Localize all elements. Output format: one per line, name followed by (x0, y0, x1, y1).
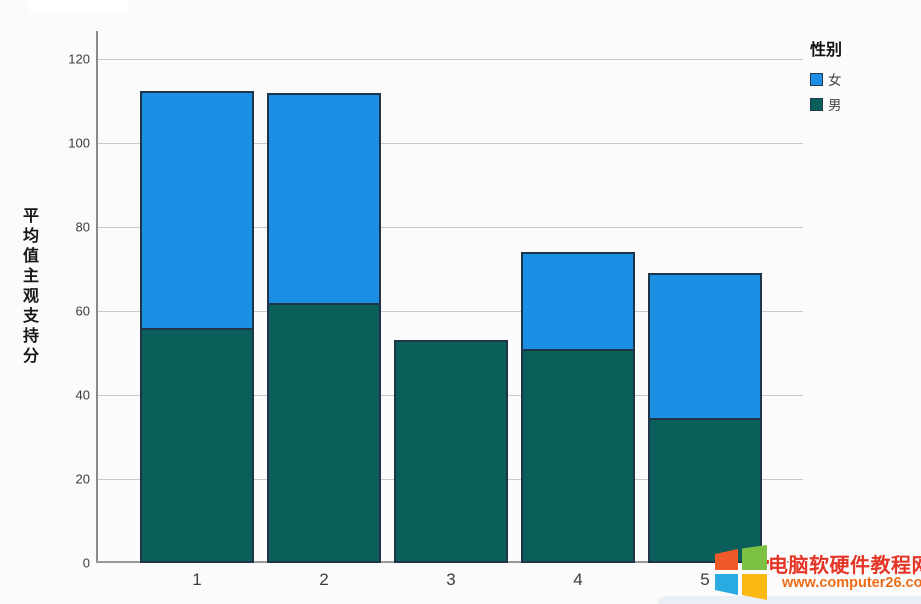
bar-segment-female (140, 90, 254, 328)
y-tick-label: 0 (82, 555, 90, 571)
legend-label-female: 女 (828, 73, 842, 88)
bar-segment-female (267, 92, 381, 303)
legend-title: 性别 (810, 42, 843, 59)
bar-segment-male (521, 348, 635, 563)
watermark-cover-patch (28, 0, 130, 14)
legend-swatch-female-icon (810, 72, 823, 86)
y-tick-label: 120 (68, 51, 90, 67)
bar-segment-female (521, 252, 635, 349)
bar-segment-male (648, 418, 762, 563)
y-tick-label: 20 (75, 471, 90, 487)
x-tick-label: 2 (319, 570, 329, 589)
watermark-background-strip (658, 596, 921, 604)
gridline (97, 227, 803, 228)
watermark-site-name: 电脑软硬件教程网 (768, 555, 921, 577)
x-tick-label: 5 (700, 570, 710, 589)
gridline (97, 143, 803, 144)
bar-segment-female (648, 273, 762, 419)
gridline (97, 59, 803, 60)
bar-segment-male (394, 340, 508, 563)
y-tick-label: 100 (68, 135, 90, 151)
y-axis-title: 平均值主观支持分 (20, 207, 37, 367)
legend-items: 女 男 (810, 69, 842, 114)
x-tick-label: 3 (446, 570, 456, 589)
y-tick-label: 40 (75, 387, 90, 403)
gridline (97, 311, 803, 312)
y-axis-line (96, 31, 98, 562)
x-tick-label: 4 (573, 570, 583, 589)
legend-swatch-male-icon (810, 97, 823, 111)
bar-segment-male (140, 327, 254, 563)
y-tick-label: 80 (75, 219, 90, 235)
watermark-site-url[interactable]: www.computer26.com (782, 575, 921, 591)
bar-segment-male (267, 302, 381, 563)
legend-item-female: 女 (810, 69, 842, 89)
windows-logo-icon (715, 545, 767, 600)
legend-label-male: 男 (828, 98, 842, 113)
x-tick-label: 1 (192, 570, 202, 589)
legend: 性别 女 男 (810, 36, 842, 114)
legend-item-male: 男 (810, 94, 842, 114)
y-tick-label: 60 (75, 303, 90, 319)
